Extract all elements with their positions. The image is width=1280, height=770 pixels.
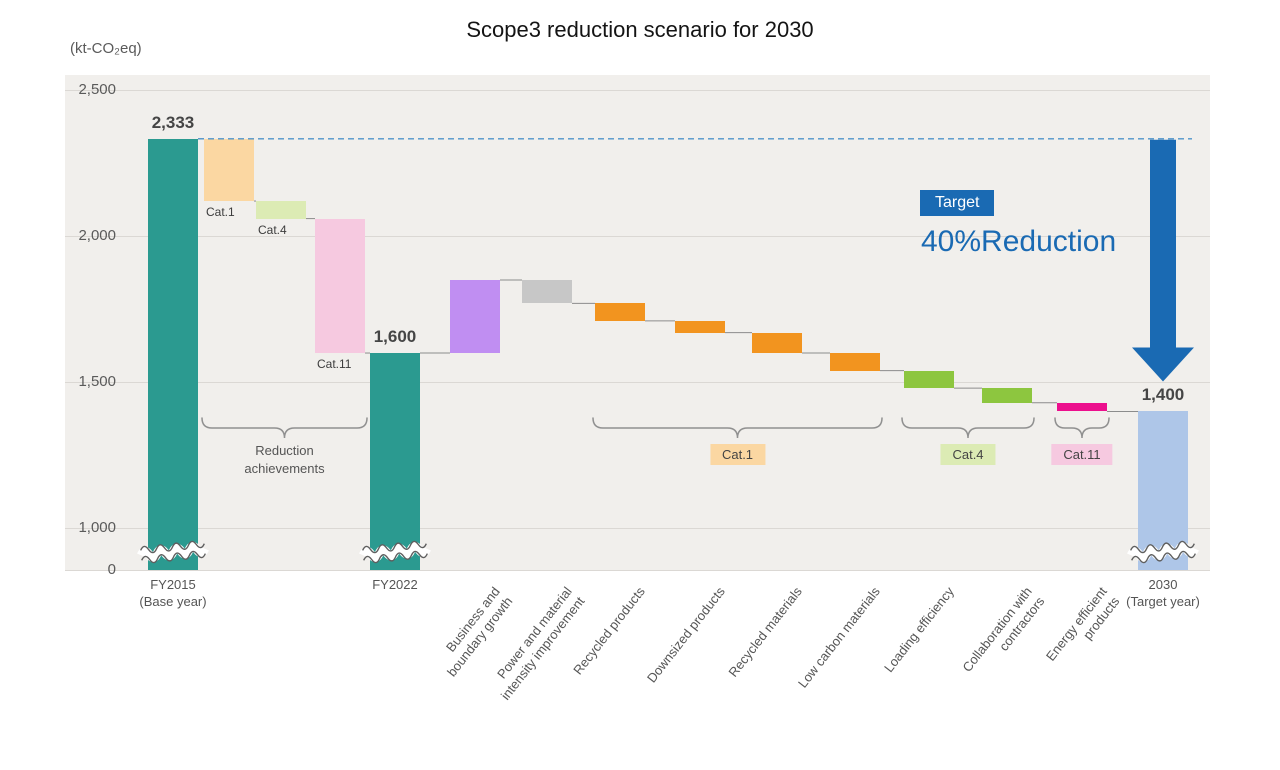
gridline bbox=[65, 570, 1210, 571]
value-label-fy2015: 2,333 bbox=[151, 112, 195, 132]
target-badge: Target bbox=[920, 190, 995, 216]
bar-power-material-intensity-improvement bbox=[522, 279, 572, 304]
bar-fy2015 bbox=[148, 138, 198, 570]
cat-tag-cat1-achieved: Cat.1 bbox=[206, 205, 235, 220]
x-label-low-carbon-materials: Low carbon materials bbox=[794, 584, 883, 691]
bar-recycled-products bbox=[595, 303, 645, 321]
bar-fy2022 bbox=[370, 353, 420, 570]
value-label-2030: 1,400 bbox=[1141, 385, 1185, 405]
gridline bbox=[65, 90, 1210, 91]
y-tick-label: 1,500 bbox=[78, 373, 116, 391]
x-label-2030: 2030 (Target year) bbox=[1126, 577, 1200, 609]
bar-business-boundary-growth bbox=[450, 279, 500, 354]
x-label-downsized-products: Downsized products bbox=[643, 584, 728, 686]
cat-tag-cat4-achieved: Cat.4 bbox=[258, 222, 287, 237]
plot-background bbox=[65, 75, 1210, 570]
group-badge-cat-1: Cat.1 bbox=[709, 444, 766, 465]
x-label-recycled-materials: Recycled materials bbox=[725, 584, 805, 680]
chart-title: Scope3 reduction scenario for 2030 bbox=[466, 17, 814, 42]
x-label-energy-efficient-products: Energy efficient products bbox=[1042, 584, 1123, 664]
gridline bbox=[65, 528, 1210, 530]
cat-tag-cat11-achieved: Cat.11 bbox=[317, 357, 352, 372]
target-reduction-text: 40%Reduction bbox=[921, 225, 1117, 258]
bar-collaboration-with-contractors bbox=[982, 388, 1032, 403]
waterfall-chart: Scope3 reduction scenario for 2030 (kt-C… bbox=[65, 17, 1210, 703]
bar-downsized-products bbox=[675, 320, 725, 333]
gridline bbox=[65, 236, 1210, 238]
bar-2030 bbox=[1138, 411, 1188, 570]
y-tick-label: 2,000 bbox=[78, 227, 116, 245]
value-label-fy2022: 1,600 bbox=[373, 327, 417, 347]
bar-recycled-materials bbox=[752, 332, 802, 354]
bar-loading-efficiency bbox=[904, 370, 954, 389]
y-tick-label: 0 bbox=[107, 561, 116, 578]
bar-energy-efficient-products bbox=[1057, 402, 1107, 412]
y-tick-label: 1,000 bbox=[78, 519, 116, 537]
group-badge-cat-11: Cat.11 bbox=[1051, 444, 1113, 465]
bar-cat11-achieved bbox=[315, 218, 365, 354]
group-label-reduction-achievements: Reduction achievements bbox=[244, 443, 325, 477]
x-label-fy2022: FY2022 bbox=[372, 577, 418, 592]
bar-low-carbon-materials bbox=[830, 353, 880, 371]
gridline bbox=[65, 382, 1210, 384]
y-tick-label: 2,500 bbox=[78, 81, 116, 98]
bar-cat4-achieved bbox=[256, 201, 306, 219]
y-axis-unit-label: (kt-CO₂eq) bbox=[70, 40, 142, 57]
bar-cat1-achieved bbox=[204, 138, 254, 202]
group-badge-cat-4: Cat.4 bbox=[940, 444, 996, 465]
x-label-fy2015: FY2015 (Base year) bbox=[139, 577, 207, 609]
